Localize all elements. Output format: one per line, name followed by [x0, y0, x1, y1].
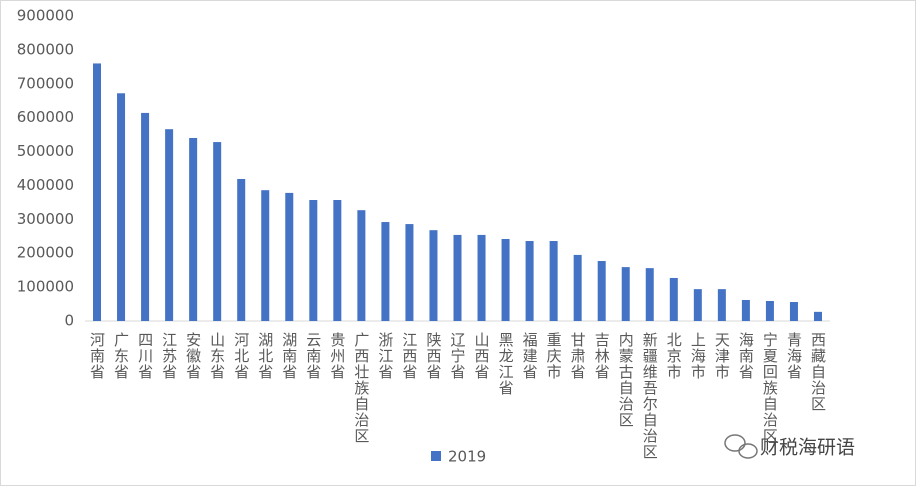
bar	[573, 254, 582, 321]
y-tick-label: 900000	[17, 7, 74, 25]
x-tick-label: 湖南省	[280, 332, 298, 380]
x-tick-label: 广东省	[112, 332, 130, 380]
bar	[477, 234, 486, 321]
bar	[669, 277, 678, 321]
y-tick-label: 500000	[17, 142, 74, 160]
x-tick-label: 云南省	[304, 332, 322, 380]
bar	[213, 142, 222, 321]
x-tick-label: 辽宁省	[449, 332, 467, 380]
bar	[453, 234, 462, 321]
bar	[717, 289, 726, 321]
bar	[429, 230, 438, 321]
bar	[501, 238, 510, 321]
bar	[357, 210, 366, 321]
y-tick-label: 300000	[17, 210, 74, 228]
x-tick-label: 贵州省	[328, 332, 346, 380]
y-tick-label: 800000	[17, 40, 74, 58]
bar	[309, 200, 318, 321]
x-tick-label: 吉林省	[593, 332, 611, 380]
x-tick-label: 四川省	[136, 332, 154, 380]
x-tick-label: 宁夏回族自治区	[761, 332, 779, 444]
x-tick-label: 河南省	[88, 332, 106, 380]
x-tick-label: 广西壮族自治区	[352, 332, 370, 444]
x-tick-label: 山西省	[473, 332, 491, 380]
bar	[117, 93, 126, 322]
x-tick-label: 天津市	[713, 332, 731, 380]
watermark-icon	[724, 434, 758, 459]
x-tick-label: 陕西省	[424, 332, 442, 380]
x-tick-label: 重庆市	[545, 332, 563, 380]
x-tick-label: 上海市	[689, 332, 707, 380]
x-tick-label: 海南省	[737, 332, 755, 380]
bar	[261, 190, 270, 321]
watermark: 财税海研语	[760, 437, 855, 459]
bar	[333, 200, 342, 321]
x-tick-label: 新疆维吾尔自治区	[641, 332, 659, 460]
bar	[381, 222, 390, 321]
x-tick-label: 湖北省	[256, 332, 274, 380]
x-tick-label: 青海省	[785, 332, 803, 380]
bar	[741, 299, 750, 321]
x-tick-label: 甘肃省	[569, 332, 587, 380]
bar	[597, 261, 606, 321]
y-tick-label: 700000	[17, 74, 74, 92]
y-tick-label: 200000	[17, 244, 74, 262]
y-tick-label: 600000	[17, 108, 74, 126]
x-tick-label: 河北省	[232, 332, 250, 380]
x-tick-label: 黑龙江省	[497, 332, 515, 396]
x-tick-label: 内蒙古自治区	[617, 332, 635, 428]
x-tick-label: 江西省	[400, 332, 418, 380]
bar	[549, 241, 558, 321]
x-tick-label: 西藏自治区	[809, 332, 827, 412]
bar	[189, 138, 198, 321]
bar	[813, 311, 822, 321]
bar	[525, 241, 534, 321]
x-tick-label: 北京市	[665, 332, 683, 380]
y-tick-label: 400000	[17, 176, 74, 194]
x-tick-label: 浙江省	[376, 332, 394, 380]
legend-label: 2019	[448, 448, 486, 466]
bar	[141, 112, 150, 321]
y-tick-label: 0	[64, 312, 74, 330]
bar	[405, 224, 414, 321]
bar	[765, 301, 774, 321]
bar	[165, 129, 174, 321]
legend-swatch	[431, 451, 441, 461]
x-tick-label: 福建省	[521, 332, 539, 380]
y-tick-label: 100000	[17, 278, 74, 296]
bar	[237, 179, 246, 321]
bar	[621, 267, 630, 321]
bar	[693, 289, 702, 321]
bar	[789, 302, 798, 321]
x-tick-label: 山东省	[208, 332, 226, 380]
x-tick-label: 江苏省	[160, 332, 178, 380]
bar	[645, 268, 654, 321]
x-tick-label: 安徽省	[184, 332, 202, 380]
bar	[93, 63, 102, 321]
bar	[285, 192, 294, 321]
